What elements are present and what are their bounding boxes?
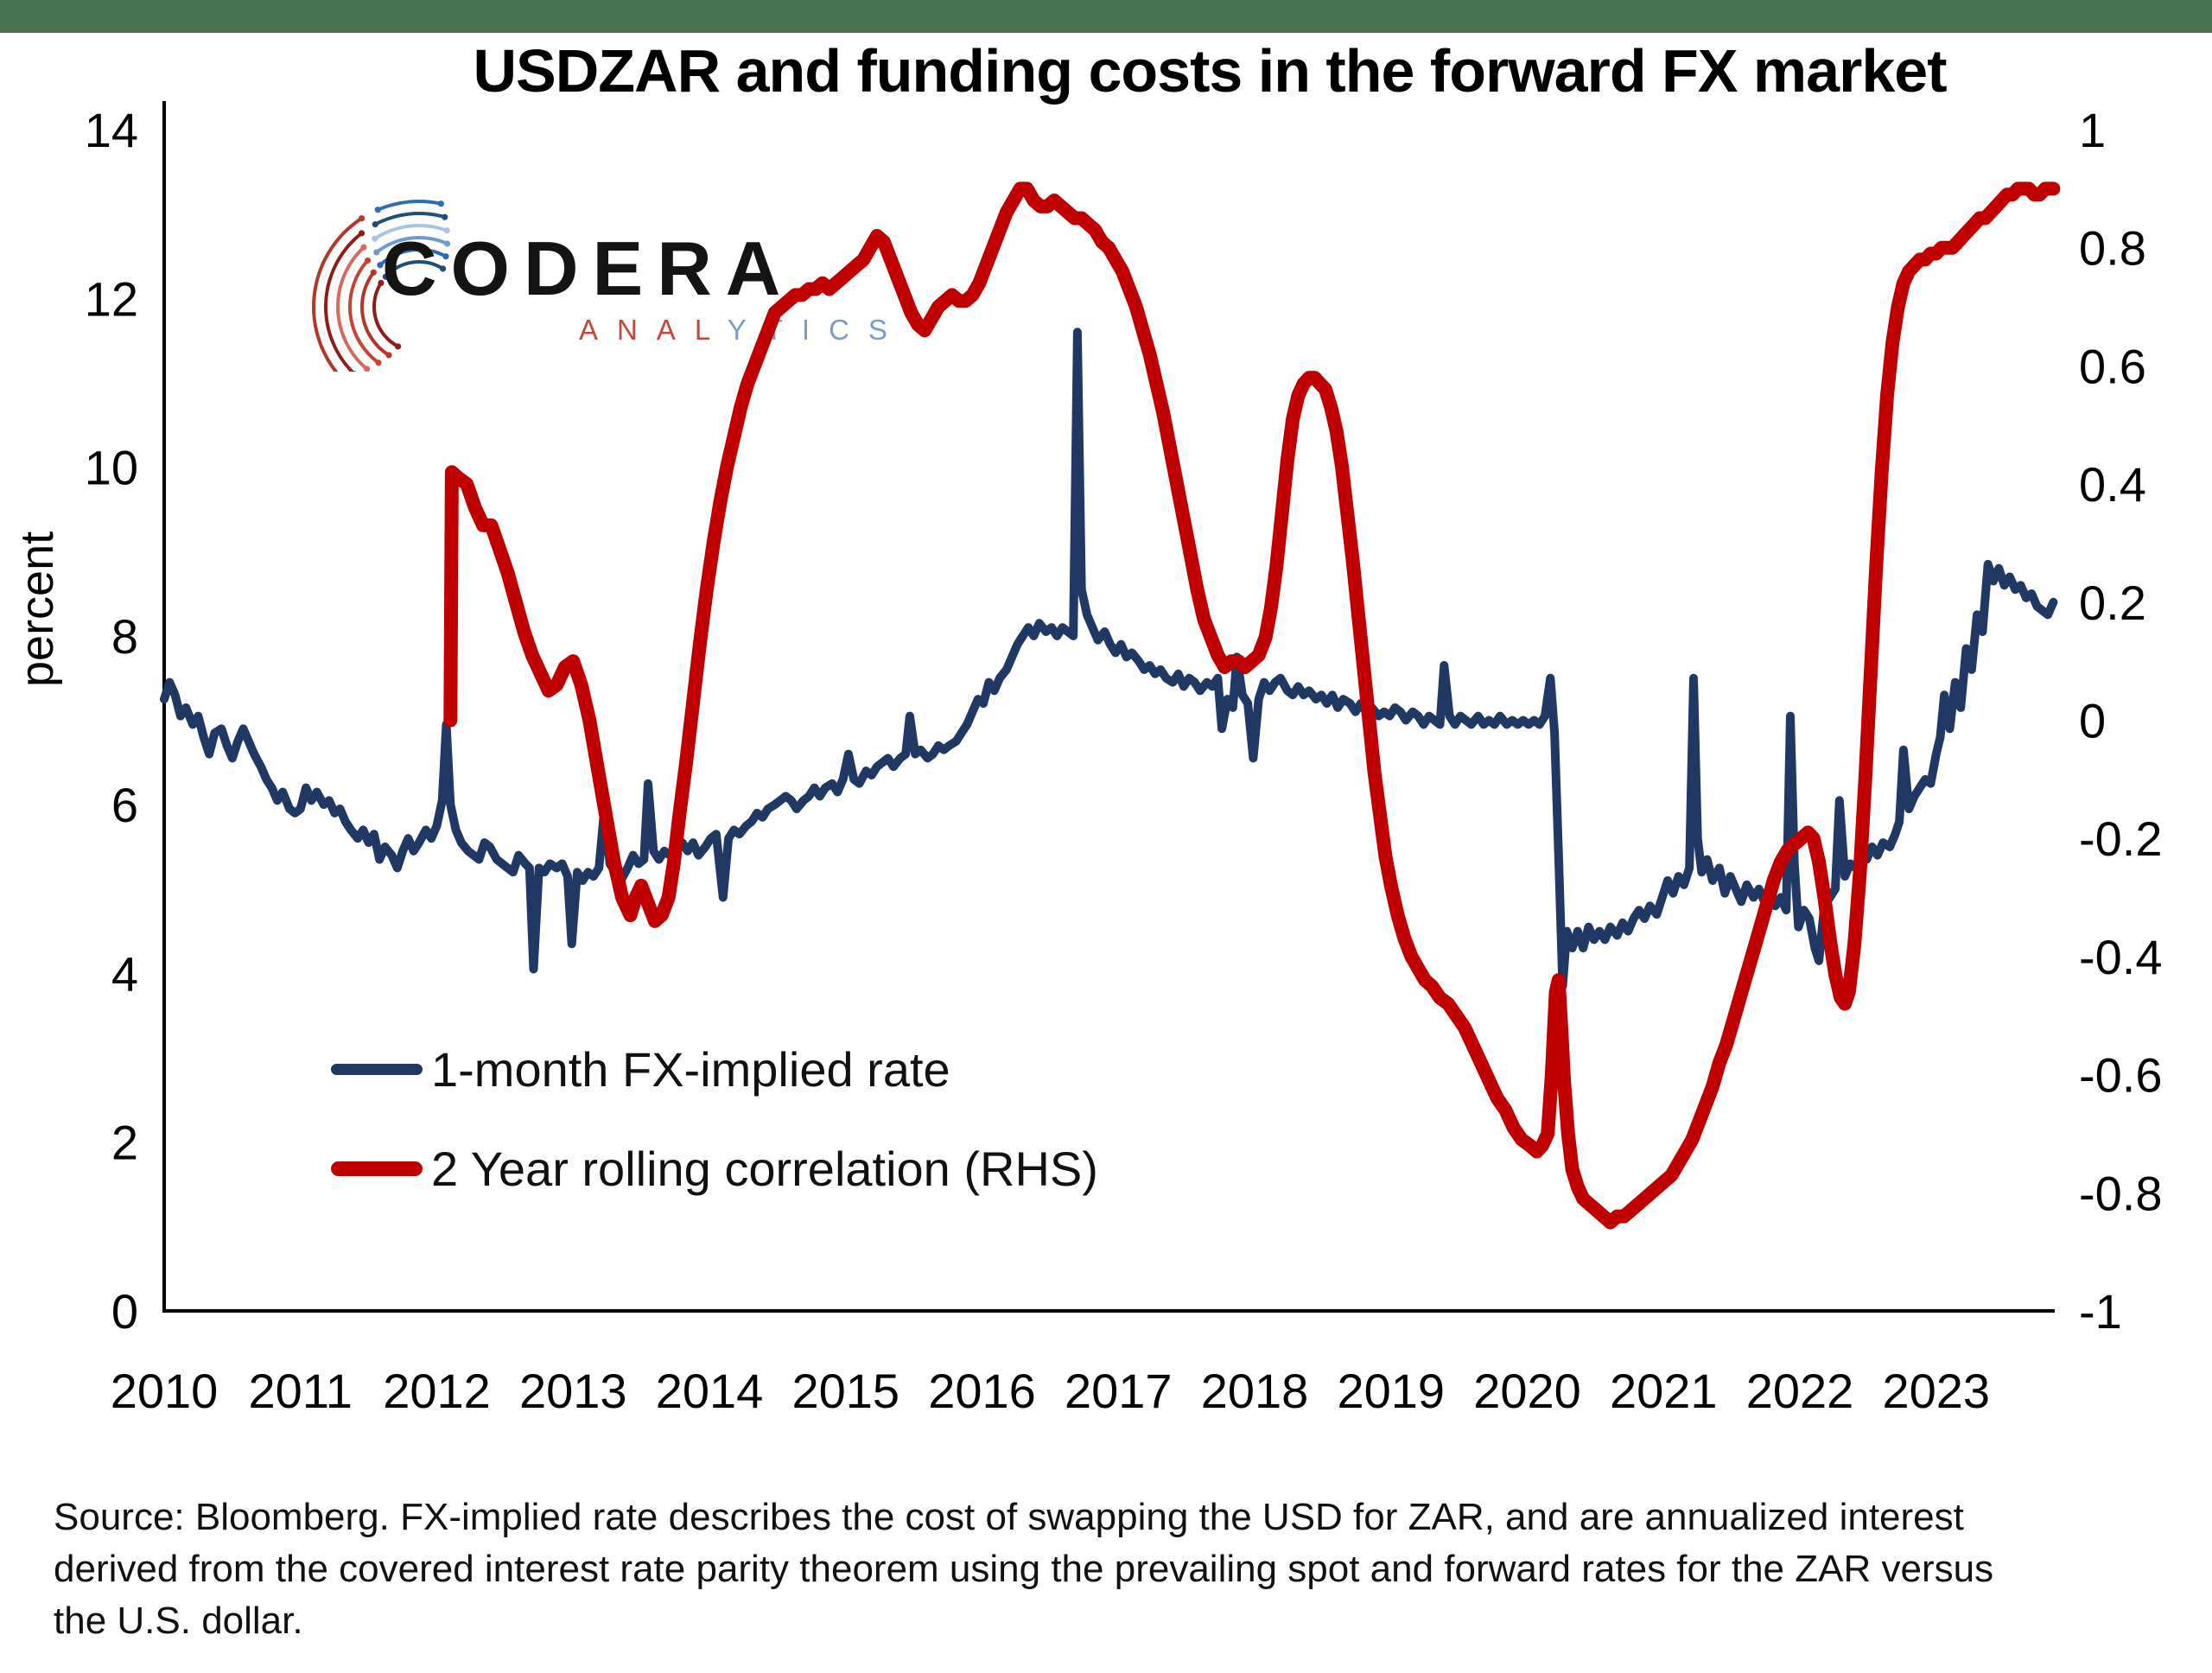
svg-text:-0.2: -0.2	[2079, 811, 2163, 866]
svg-text:10: 10	[85, 441, 138, 495]
svg-text:6: 6	[111, 778, 138, 832]
source-note-line: Source: Bloomberg. FX-implied rate descr…	[54, 1496, 1964, 1538]
svg-text:2023: 2023	[1882, 1364, 1990, 1418]
legend-item-fx-implied-rate: 1-month FX-implied rate	[331, 1041, 1098, 1097]
codera-logo-subtitle-red: ANAL	[579, 314, 728, 346]
svg-text:0: 0	[111, 1284, 138, 1339]
svg-text:2016: 2016	[928, 1364, 1036, 1418]
svg-text:2019: 2019	[1337, 1364, 1445, 1418]
svg-text:2020: 2020	[1473, 1364, 1581, 1418]
svg-text:-0.6: -0.6	[2079, 1048, 2163, 1103]
top-accent-bar	[0, 0, 2212, 33]
svg-text:2021: 2021	[1610, 1364, 1718, 1418]
svg-text:2013: 2013	[519, 1364, 627, 1418]
codera-logo: CODERA ANALYTICS	[302, 194, 1080, 372]
codera-logo-subtitle: ANALYTICS	[579, 314, 906, 347]
svg-text:2: 2	[111, 1116, 138, 1170]
svg-text:2018: 2018	[1201, 1364, 1309, 1418]
legend-item-rolling-correlation: 2 Year rolling correlation (RHS)	[331, 1141, 1098, 1197]
source-note-line: the U.S. dollar.	[54, 1599, 303, 1642]
codera-logo-subtitle-blue: YTICS	[727, 314, 906, 346]
svg-text:0.4: 0.4	[2079, 457, 2146, 512]
svg-text:4: 4	[111, 946, 138, 1001]
legend-label: 2 Year rolling correlation (RHS)	[431, 1142, 1098, 1196]
svg-text:8: 8	[111, 609, 138, 664]
codera-logo-icon	[312, 200, 451, 372]
svg-text:-1: -1	[2079, 1284, 2122, 1339]
svg-text:14: 14	[85, 103, 138, 157]
page-title: USDZAR and funding costs in the forward …	[473, 37, 1947, 105]
svg-text:0.8: 0.8	[2079, 221, 2146, 276]
svg-text:0.6: 0.6	[2079, 339, 2146, 393]
chart-legend: 1-month FX-implied rate 2 Year rolling c…	[331, 1041, 1098, 1240]
svg-text:2014: 2014	[656, 1364, 764, 1418]
source-note-line: derived from the covered interest rate p…	[54, 1547, 1994, 1590]
legend-marker-red	[331, 1161, 423, 1176]
svg-text:2011: 2011	[249, 1364, 353, 1418]
svg-text:2010: 2010	[111, 1364, 219, 1418]
svg-text:-0.4: -0.4	[2079, 930, 2163, 984]
svg-text:12: 12	[85, 271, 138, 326]
svg-text:1: 1	[2079, 103, 2106, 157]
svg-text:0: 0	[2079, 694, 2106, 748]
svg-text:2012: 2012	[383, 1364, 491, 1418]
svg-text:-0.8: -0.8	[2079, 1166, 2163, 1220]
svg-text:2015: 2015	[791, 1364, 899, 1418]
codera-logo-wordmark: CODERA	[382, 226, 795, 311]
svg-text:2017: 2017	[1065, 1364, 1173, 1418]
y-axis-title: percent	[11, 531, 63, 687]
legend-label: 1-month FX-implied rate	[431, 1042, 950, 1097]
source-note: Source: Bloomberg. FX-implied rate descr…	[54, 1492, 2179, 1646]
legend-marker-navy	[331, 1064, 423, 1075]
svg-text:2022: 2022	[1746, 1364, 1854, 1418]
svg-text:0.2: 0.2	[2079, 576, 2146, 630]
